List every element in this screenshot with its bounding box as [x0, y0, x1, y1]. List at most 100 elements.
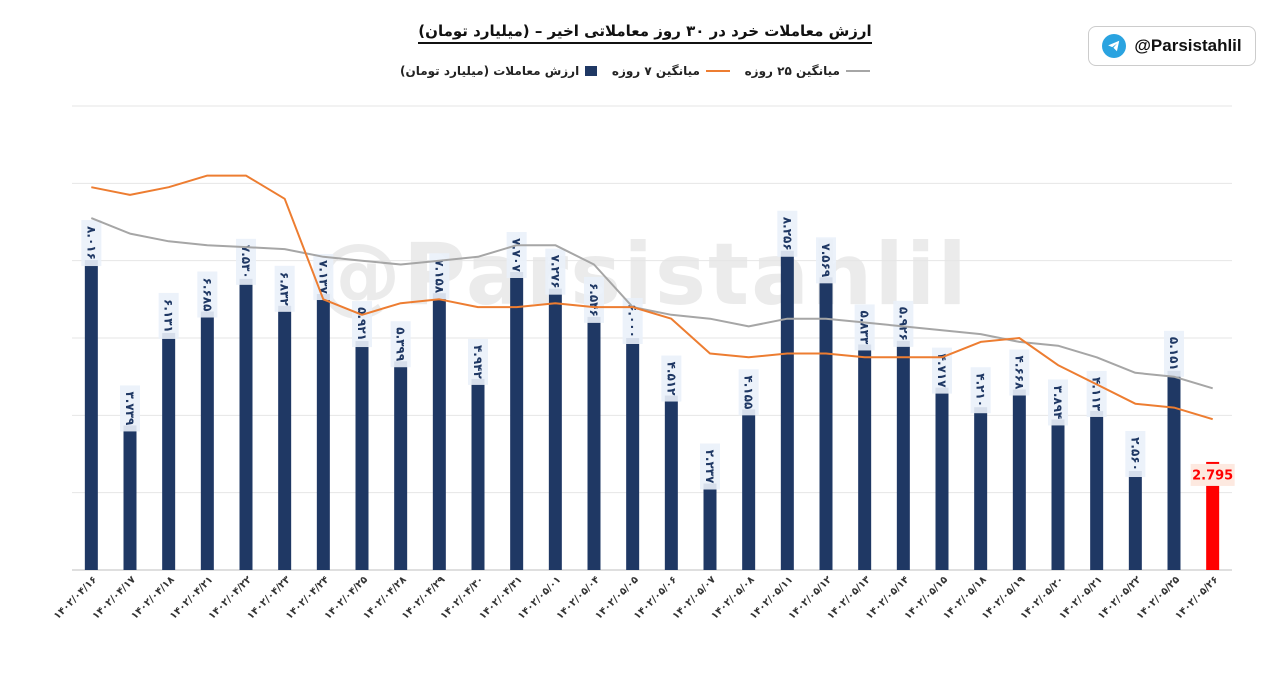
data-label: ۸.۰۱۶: [84, 226, 98, 260]
legend-ma7: میانگین ۷ روزه: [612, 64, 730, 78]
data-label: ۵.۱۵۱: [1167, 337, 1181, 371]
data-label-box: [81, 220, 102, 267]
bar: [664, 395, 678, 570]
chart-legend: ارزش معاملات (میلیارد تومان) میانگین ۷ ر…: [400, 64, 870, 78]
data-label: ۷.۷۰۷: [510, 238, 524, 273]
data-label: ۷.۲۷۶: [548, 255, 562, 289]
data-label-box: [120, 385, 140, 432]
telegram-icon: [1102, 34, 1127, 58]
bar: [200, 311, 214, 570]
bar: [1128, 471, 1142, 570]
data-label-box: [1190, 463, 1235, 486]
data-label: ۴.۷۱۷: [935, 354, 949, 389]
data-label: 2.795: [1192, 468, 1233, 483]
data-label: ۴.۲۱۰: [974, 373, 988, 407]
data-label-box: [197, 271, 218, 318]
legend-ma7-swatch: [705, 70, 730, 72]
legend-bars-label: ارزش معاملات (میلیارد تومان): [400, 64, 580, 78]
data-label: ۶.۰۰۰: [626, 304, 640, 338]
data-label-box: [158, 292, 179, 339]
bar: [703, 483, 717, 570]
legend-ma7-label: میانگین ۷ روزه: [611, 64, 700, 78]
bar: [394, 361, 408, 570]
data-label: ۳.۷۳۹: [123, 391, 137, 426]
data-label: ۷.۱۳۷: [316, 260, 330, 295]
data-label: ۴.۵۱۲: [664, 362, 678, 397]
data-label: ۷.۵۶۹: [819, 243, 833, 278]
data-label-box: [1009, 349, 1030, 396]
data-label: ۲.۵۶۰: [1128, 437, 1142, 471]
legend-ma25-label: میانگین ۲۵ روزه: [744, 64, 840, 78]
data-label-box: [970, 367, 991, 414]
legend-ma25: میانگین ۲۵ روزه: [745, 64, 870, 78]
data-label-box: [1164, 330, 1184, 377]
data-label: ۷.۵۳۰: [239, 245, 253, 279]
data-label-box: [468, 338, 488, 385]
bar: [896, 340, 910, 570]
data-label-box: [932, 347, 952, 394]
data-label: ۲.۲۳۷: [703, 450, 717, 485]
bar: [316, 294, 330, 570]
legend-bars: ارزش معاملات (میلیارد تومان): [400, 64, 598, 78]
data-label-box: [1048, 379, 1068, 426]
bar: [1206, 461, 1220, 570]
data-label-box: [1125, 431, 1146, 478]
bar: [935, 387, 949, 570]
bar: [742, 409, 756, 570]
data-label: ۶.۸۳۲: [278, 272, 292, 307]
brand-handle: @Parsistahlil: [1134, 36, 1242, 55]
data-label-box: [545, 248, 566, 295]
bar: [780, 250, 794, 570]
bar: [432, 293, 446, 570]
data-label: ۳.۸۹۴: [1051, 386, 1065, 420]
data-label-box: [506, 231, 527, 278]
data-label: ۴.۱۵۵: [742, 375, 756, 409]
bar: [278, 305, 292, 570]
brand-badge[interactable]: @Parsistahlil: [1088, 26, 1256, 66]
data-label-box: [777, 210, 798, 257]
bar: [1090, 410, 1104, 570]
data-label: ۵.۸۳۳: [858, 311, 872, 346]
data-label: ۶.۶۸۵: [200, 278, 214, 312]
bar: [84, 260, 98, 570]
series-line-ma25: [90, 217, 1213, 390]
data-label: ۴.۹۴۲: [471, 345, 485, 380]
legend-ma25-swatch: [846, 70, 870, 72]
series-line-ma7: [91, 174, 1213, 421]
data-label: ۶.۱۳۱: [162, 299, 176, 333]
bar: [626, 338, 640, 570]
bar: [548, 288, 562, 570]
data-label: ۶.۵۴۶: [587, 283, 601, 317]
bar: [819, 277, 833, 570]
data-label-box: [274, 265, 295, 312]
data-label: ۸.۲۵۶: [780, 217, 794, 251]
data-label-box: [661, 355, 682, 402]
bar: [510, 271, 524, 570]
data-label-box: [893, 300, 914, 347]
data-label: ۵.۹۲۱: [355, 307, 369, 341]
data-label-box: [584, 276, 604, 323]
bar: [1167, 370, 1181, 570]
data-label-box: [816, 237, 836, 284]
bar: [162, 332, 176, 570]
data-label: ۷.۱۵۸: [432, 259, 446, 294]
bar: [974, 407, 988, 570]
bar: [858, 344, 872, 570]
chart-title: ارزش معاملات خرد در ۳۰ روز معاملاتی اخیر…: [0, 22, 1280, 44]
bar: [1051, 419, 1065, 570]
data-label: ۵.۳۹۹: [394, 327, 408, 362]
bar: [587, 316, 601, 570]
bar: [123, 425, 137, 570]
bar: [1012, 389, 1026, 570]
legend-bars-swatch: [585, 66, 598, 76]
bar: [355, 341, 369, 570]
data-label: ۵.۹۲۶: [896, 307, 910, 341]
bar: [239, 278, 253, 570]
data-label: ۴.۶۶۸: [1012, 356, 1026, 391]
data-label-box: [738, 369, 759, 416]
bar: [471, 378, 485, 570]
data-label-box: [390, 321, 411, 368]
data-label-box: [236, 238, 256, 285]
data-label-box: [700, 443, 720, 490]
